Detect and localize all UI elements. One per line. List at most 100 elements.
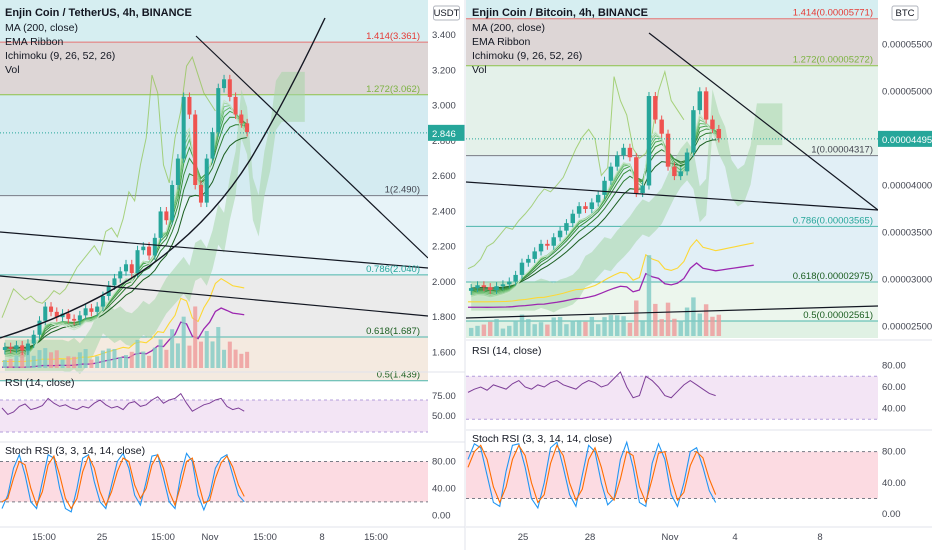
btc-price-tick: 0.00005000 (882, 86, 932, 97)
usdt-support-line-1[interactable] (0, 231, 429, 269)
usdt-candle-body (123, 264, 129, 272)
usdt-volume-bar (181, 316, 186, 368)
btc-fib-label: 0.5(0.00002561) (803, 310, 873, 321)
usdt-rsi-band (0, 400, 428, 432)
usdt-candle-body (60, 313, 65, 318)
btc-volume-bar (468, 327, 474, 336)
usdt-candle-body (72, 318, 77, 321)
btc-indicator-label[interactable]: MA (200, close) (472, 22, 545, 34)
usdt-candle-body (49, 306, 54, 312)
btc-candle-body (513, 274, 518, 282)
btc-candle-body (646, 96, 652, 186)
usdt-ma200-line (1, 307, 245, 368)
usdt-indicator-label[interactable]: MA (200, close) (5, 22, 78, 34)
btc-rsi-label[interactable]: RSI (14, close) (472, 345, 541, 357)
usdt-candle-body (193, 114, 198, 185)
usdt-volume-bar (95, 356, 100, 368)
usdt-time-tick: Nov (202, 532, 219, 543)
btc-candle-body (494, 286, 499, 290)
usdt-kijun-line (1, 277, 245, 363)
btc-volume-bars (468, 255, 722, 336)
usdt-price-tick: 3.200 (432, 65, 456, 76)
usdt-volume-bar (37, 350, 42, 368)
btc-time-tick: 4 (732, 532, 737, 543)
btc-rsi-pane: RSI (14, close) 80.00 60.00 40.00 (466, 339, 932, 420)
usdt-support-line-2[interactable] (0, 275, 429, 317)
btc-fib-band (466, 65, 878, 156)
btc-time-axis[interactable]: 25 28 Nov 4 8 (466, 526, 932, 543)
usdt-fib-labels: 1.414(3.361) 1.272(3.062) 1(2.490) 0.786(2.… (366, 31, 420, 381)
usdt-currency-label[interactable]: USDT (434, 8, 460, 19)
btc-support-line[interactable] (465, 305, 879, 319)
btc-fib-band (466, 320, 878, 338)
btc-stoch-label[interactable]: Stoch RSI (3, 3, 14, 14, close) (472, 433, 612, 445)
btc-trendlines[interactable] (465, 32, 879, 319)
usdt-candle-body (147, 246, 152, 256)
btc-price-axis[interactable]: BTC0.000055000.000050000.000045000.00004… (466, 0, 932, 550)
usdt-indicator-label[interactable]: Vol (5, 64, 20, 76)
usdt-chart[interactable]: 1.414(3.361) 1.272(3.062) 1(2.490) 0.786(2.… (0, 0, 465, 550)
usdt-candle-body (66, 313, 71, 319)
usdt-rsi-line (1, 392, 245, 415)
usdt-descending-trendline[interactable] (195, 35, 429, 259)
btc-chart[interactable]: 1.414(0.00005771) 1.272(0.00005272) 1(0.00… (465, 0, 932, 550)
usdt-volume-bar (233, 349, 238, 368)
usdt-time-axis[interactable]: 15:00 25 15:00 Nov 15:00 8 15:00 (0, 526, 465, 543)
usdt-candles (2, 74, 250, 356)
btc-fib-band-top (466, 0, 878, 19)
usdt-volume-bar (129, 351, 134, 368)
usdt-candle-body (37, 320, 42, 335)
usdt-volume-bars (2, 306, 250, 368)
usdt-stoch-tick: 80.00 (432, 456, 456, 467)
usdt-stoch-tick: 0.00 (432, 510, 451, 521)
usdt-volume-bar (106, 348, 111, 368)
btc-indicator-label[interactable]: EMA Ribbon (472, 36, 531, 48)
usdt-stoch-label[interactable]: Stoch RSI (3, 3, 14, 14, close) (5, 445, 145, 457)
usdt-time-tick: 8 (319, 532, 324, 543)
usdt-price-tick: 3.000 (432, 101, 456, 112)
btc-price-tick: 0.00004000 (882, 180, 932, 191)
btc-volume-bar (710, 316, 715, 336)
usdt-volume-bar (2, 359, 7, 368)
btc-rsi-band (466, 376, 878, 420)
usdt-volume-bar (66, 356, 71, 368)
btc-volume-bar (691, 297, 696, 336)
btc-descending-trendline[interactable] (648, 32, 879, 211)
btc-volume-bar (583, 321, 588, 336)
btc-resistance-line[interactable] (465, 181, 879, 211)
usdt-rsi-label[interactable]: RSI (14, close) (5, 377, 74, 389)
usdt-volume-bar (198, 341, 203, 368)
usdt-parabolic-curve[interactable] (0, 17, 326, 339)
usdt-stoch-rsi-pane: Stoch RSI (3, 3, 14, 14, close) 80.00 40.0… (0, 441, 465, 521)
btc-indicator-label[interactable]: Vol (472, 64, 487, 76)
btc-indicator-label[interactable]: Ichimoku (9, 26, 52, 26) (472, 50, 582, 62)
usdt-candle-body (222, 79, 227, 89)
btc-volume-bar (659, 319, 664, 336)
btc-fib-label: 1(0.00004317) (811, 145, 873, 156)
usdt-candle-body (25, 343, 30, 351)
usdt-fib-label: 0.618(1.687) (366, 326, 420, 337)
usdt-price-axis[interactable]: USDT 3.400 3.200 3.000 2.800 2.600 2.400 2.200 2… (0, 0, 465, 550)
btc-currency-label[interactable]: BTC (896, 8, 915, 19)
btc-stoch-band (466, 451, 878, 499)
btc-axis-bg (878, 0, 932, 550)
usdt-trendlines[interactable] (0, 17, 429, 339)
usdt-volume-bar (60, 359, 65, 368)
usdt-volume-bar (239, 353, 244, 368)
usdt-candle-body (245, 123, 250, 133)
usdt-volume-bar (31, 355, 36, 368)
usdt-indicator-label[interactable]: EMA Ribbon (5, 36, 64, 48)
usdt-volume-bar (20, 352, 25, 368)
usdt-axis-bg (428, 0, 465, 550)
usdt-indicator-label[interactable]: Ichimoku (9, 26, 52, 26) (5, 50, 115, 62)
btc-candle-body (595, 194, 601, 203)
btc-volume-bar (684, 307, 690, 336)
btc-volume-bar (519, 314, 525, 336)
usdt-legend: Enjin Coin / TetherUS, 4h, BINANCE MA (20… (5, 7, 192, 76)
usdt-volume-bar (187, 345, 192, 368)
btc-fib-label: 1.272(0.00005272) (793, 55, 873, 66)
usdt-candle-body (187, 96, 192, 115)
btc-time-tick: 28 (585, 532, 596, 543)
usdt-candle-body (216, 88, 221, 133)
usdt-volume-bar (141, 351, 146, 368)
